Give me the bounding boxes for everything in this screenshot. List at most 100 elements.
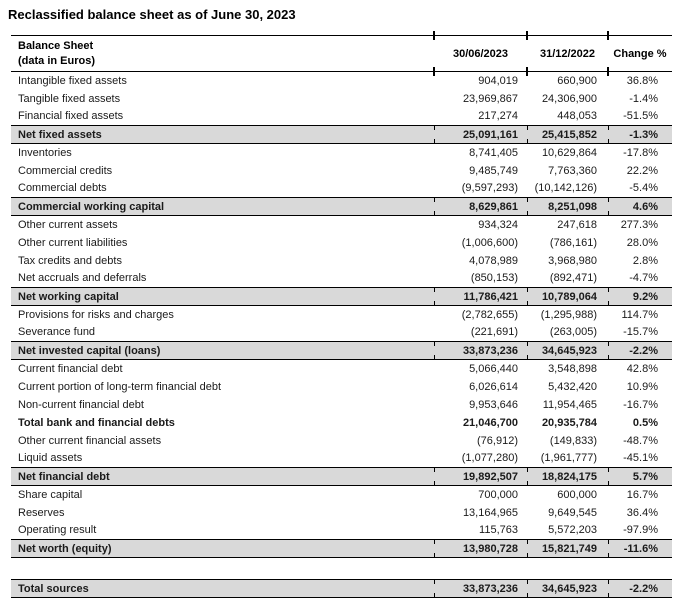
row-value-30-06-2023: 904,019 bbox=[478, 74, 518, 87]
row-value-change-pct: -15.7% bbox=[623, 326, 658, 339]
row-value-31-12-2022: 25,415,852 bbox=[527, 125, 608, 144]
table-row: Operating result 115,763 5,572,203 -97.9… bbox=[11, 522, 672, 540]
row-value-31-12-2022: (1,295,988) bbox=[540, 308, 597, 321]
header-col-31-12-2022: 31/12/2022 bbox=[526, 30, 608, 76]
row-value-31-12-2022: 3,968,980 bbox=[548, 254, 597, 267]
row-value-change-pct: -2.2% bbox=[608, 341, 672, 360]
row-value-30-06-2023 bbox=[434, 558, 527, 580]
header-label-line1: Balance Sheet bbox=[18, 39, 94, 52]
row-label: Liquid assets bbox=[18, 452, 83, 465]
table-row: Share capital 700,000 600,000 16.7% bbox=[11, 486, 672, 504]
row-value-31-12-2022: 660,900 bbox=[557, 74, 597, 87]
table-row: Total bank and financial debts 21,046,70… bbox=[11, 414, 672, 432]
table-row: Total sources 33,873,236 34,645,923 -2.2… bbox=[11, 579, 672, 598]
table-row: Inventories 8,741,405 10,629,864 -17.8% bbox=[11, 144, 672, 162]
row-value-change-pct: -1.4% bbox=[629, 92, 658, 105]
table-row: Net accruals and deferrals (850,153) (89… bbox=[11, 270, 672, 288]
row-value-31-12-2022: 10,789,064 bbox=[527, 287, 608, 306]
row-value-30-06-2023: 9,953,646 bbox=[469, 398, 518, 411]
row-value-30-06-2023: (221,691) bbox=[470, 326, 518, 339]
row-value-30-06-2023: 33,873,236 bbox=[434, 579, 527, 598]
table-row: Other current liabilities (1,006,600) (7… bbox=[11, 234, 672, 252]
table-row: Commercial working capital 8,629,861 8,2… bbox=[11, 197, 672, 216]
table-row: Current financial debt 5,066,440 3,548,8… bbox=[11, 360, 672, 378]
row-value-change-pct: 10.9% bbox=[626, 380, 658, 393]
row-value-change-pct: 114.7% bbox=[621, 308, 659, 321]
row-value-change-pct: 22.2% bbox=[626, 164, 658, 177]
row-value-30-06-2023: 13,164,965 bbox=[462, 506, 518, 519]
row-value-30-06-2023: 19,892,507 bbox=[434, 467, 527, 486]
row-value-31-12-2022: 34,645,923 bbox=[527, 341, 608, 360]
table-row: Intangible fixed assets 904,019 660,900 … bbox=[11, 72, 672, 90]
row-label: Other current assets bbox=[18, 218, 118, 231]
row-value-31-12-2022: 24,306,900 bbox=[541, 92, 597, 105]
table-row bbox=[11, 557, 672, 580]
row-label: Net invested capital (loans) bbox=[18, 344, 161, 357]
row-value-30-06-2023: 5,066,440 bbox=[469, 362, 518, 375]
row-value-30-06-2023: 115,763 bbox=[479, 524, 518, 537]
row-value-change-pct: 36.8% bbox=[626, 74, 658, 87]
table-row: Non-current financial debt 9,953,646 11,… bbox=[11, 396, 672, 414]
row-value-31-12-2022: 8,251,098 bbox=[527, 197, 608, 216]
row-value-31-12-2022: (149,833) bbox=[549, 434, 597, 447]
table-row: Net fixed assets 25,091,161 25,415,852 -… bbox=[11, 125, 672, 144]
table-row: Liquid assets (1,077,280) (1,961,777) -4… bbox=[11, 450, 672, 468]
row-value-31-12-2022: (10,142,126) bbox=[534, 182, 597, 195]
table-row: Net financial debt 19,892,507 18,824,175… bbox=[11, 467, 672, 486]
table-row: Other current assets 934,324 247,618 277… bbox=[11, 216, 672, 234]
row-value-30-06-2023: 13,980,728 bbox=[434, 539, 527, 558]
table-row: Current portion of long-term financial d… bbox=[11, 378, 672, 396]
table-header-row: Balance Sheet (data in Euros) 30/06/2023… bbox=[11, 30, 672, 76]
row-value-30-06-2023: (76,912) bbox=[477, 434, 518, 447]
row-value-change-pct: -11.6% bbox=[608, 539, 672, 558]
balance-sheet-table: Balance Sheet (data in Euros) 30/06/2023… bbox=[11, 30, 672, 598]
row-value-change-pct: -5.4% bbox=[629, 182, 658, 195]
table-row: Other current financial assets (76,912) … bbox=[11, 432, 672, 450]
table-body: Intangible fixed assets 904,019 660,900 … bbox=[11, 72, 672, 598]
table-row: Net working capital 11,786,421 10,789,06… bbox=[11, 287, 672, 306]
row-value-31-12-2022: 18,824,175 bbox=[527, 467, 608, 486]
row-label: Intangible fixed assets bbox=[18, 74, 127, 87]
row-value-31-12-2022: 600,000 bbox=[557, 488, 597, 501]
table-row: Provisions for risks and charges (2,782,… bbox=[11, 306, 672, 324]
row-value-31-12-2022: (1,961,777) bbox=[540, 452, 597, 465]
row-value-30-06-2023: 23,969,867 bbox=[462, 92, 518, 105]
row-value-31-12-2022: 20,935,784 bbox=[541, 416, 597, 429]
table-row: Tangible fixed assets 23,969,867 24,306,… bbox=[11, 90, 672, 108]
row-value-30-06-2023: 217,274 bbox=[478, 110, 518, 123]
row-label bbox=[11, 558, 434, 580]
row-value-change-pct: -48.7% bbox=[623, 434, 658, 447]
row-value-30-06-2023: 4,078,989 bbox=[469, 254, 518, 267]
row-label: Current portion of long-term financial d… bbox=[18, 380, 221, 393]
row-value-30-06-2023: 25,091,161 bbox=[434, 125, 527, 144]
table-row: Financial fixed assets 217,274 448,053 -… bbox=[11, 108, 672, 126]
row-value-31-12-2022: 11,954,465 bbox=[542, 398, 597, 411]
row-value-31-12-2022: (263,005) bbox=[549, 326, 597, 339]
row-label: Net worth (equity) bbox=[18, 542, 112, 555]
row-value-31-12-2022: 247,618 bbox=[557, 218, 597, 231]
row-value-change-pct: -2.2% bbox=[608, 579, 672, 598]
row-label: Provisions for risks and charges bbox=[18, 308, 174, 321]
table-row: Net invested capital (loans) 33,873,236 … bbox=[11, 341, 672, 360]
row-label: Total sources bbox=[18, 582, 89, 595]
row-value-30-06-2023: (1,006,600) bbox=[461, 236, 518, 249]
table-row: Reserves 13,164,965 9,649,545 36.4% bbox=[11, 504, 672, 522]
row-label: Net financial debt bbox=[18, 470, 110, 483]
table-row: Commercial credits 9,485,749 7,763,360 2… bbox=[11, 162, 672, 180]
row-value-30-06-2023: 8,741,405 bbox=[469, 146, 518, 159]
row-value-30-06-2023: 9,485,749 bbox=[469, 164, 518, 177]
row-value-change-pct: 42.8% bbox=[626, 362, 658, 375]
row-label: Financial fixed assets bbox=[18, 110, 124, 123]
row-value-change-pct: 5.7% bbox=[608, 467, 672, 486]
row-value-31-12-2022: 3,548,898 bbox=[548, 362, 597, 375]
row-value-30-06-2023: (1,077,280) bbox=[461, 452, 518, 465]
row-value-31-12-2022 bbox=[527, 558, 608, 580]
row-label: Other current liabilities bbox=[18, 236, 128, 249]
row-value-30-06-2023: 21,046,700 bbox=[462, 416, 518, 429]
row-label: Current financial debt bbox=[18, 362, 123, 375]
row-value-30-06-2023: (850,153) bbox=[470, 272, 518, 285]
document-title: Reclassified balance sheet as of June 30… bbox=[8, 7, 296, 22]
row-value-31-12-2022: (892,471) bbox=[549, 272, 597, 285]
row-label: Tax credits and debts bbox=[18, 254, 122, 267]
row-label: Net accruals and deferrals bbox=[18, 272, 147, 285]
